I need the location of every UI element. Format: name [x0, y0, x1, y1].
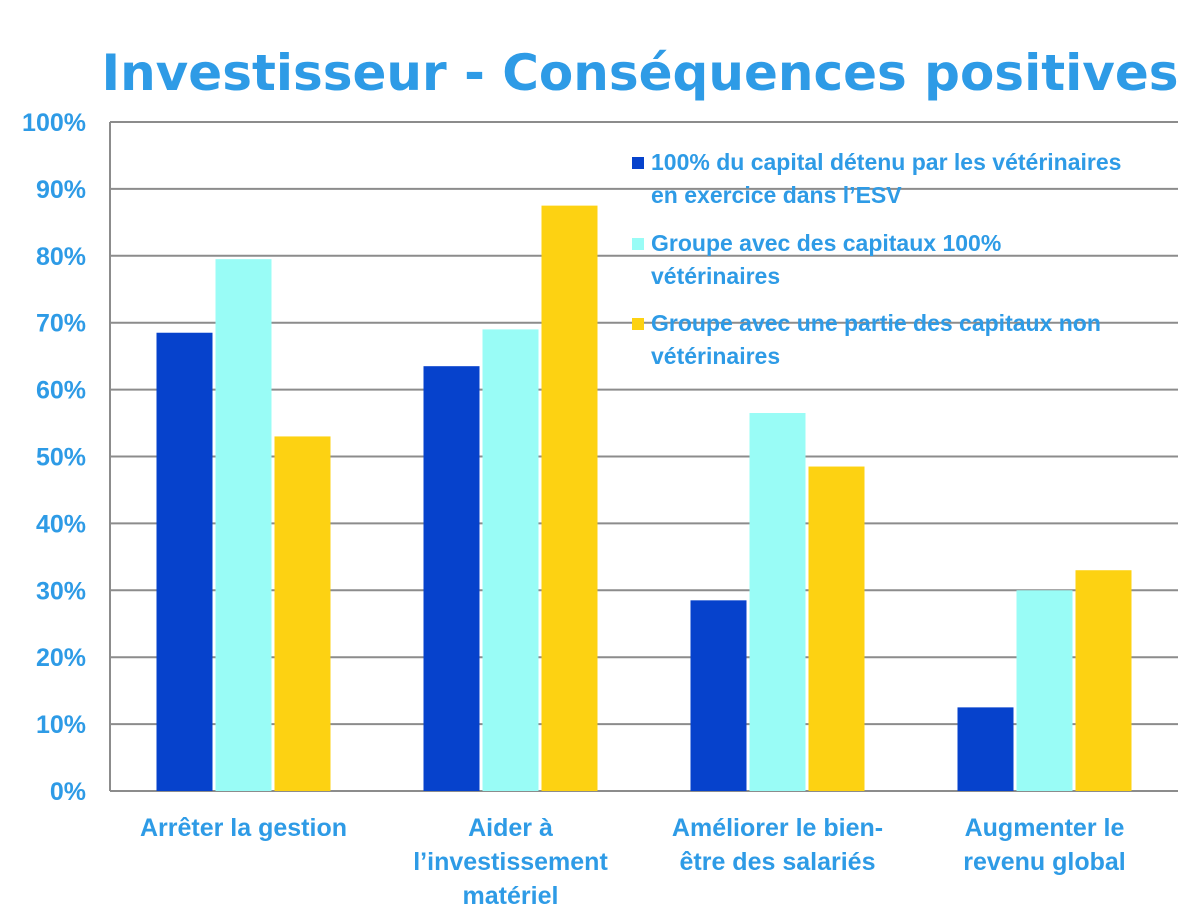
x-category-label: Aider à: [468, 814, 553, 842]
bar: [957, 707, 1014, 791]
legend-label: en exercice dans l’ESV: [651, 182, 902, 208]
y-tick-label: 0%: [50, 778, 86, 806]
y-tick-label: 90%: [36, 176, 86, 204]
legend-label: Groupe avec une partie des capitaux non: [651, 310, 1101, 336]
x-axis-categories: Arrêter la gestion Aider à l’investissemen…: [140, 814, 1126, 910]
legend-label: Groupe avec des capitaux 100%: [651, 230, 1001, 256]
y-tick-label: 40%: [36, 510, 86, 538]
x-category-label: revenu global: [963, 848, 1126, 876]
y-tick-label: 50%: [36, 444, 86, 472]
bar: [423, 366, 480, 791]
bar: [749, 413, 806, 791]
y-tick-label: 30%: [36, 577, 86, 605]
y-tick-label: 10%: [36, 711, 86, 739]
legend-label: vétérinaires: [651, 263, 780, 289]
bar: [1016, 590, 1073, 791]
y-tick-label: 20%: [36, 644, 86, 672]
bar: [690, 600, 747, 791]
x-category-label: l’investissement: [413, 848, 608, 876]
y-axis-ticks: 0% 10% 20% 30% 40% 50% 60% 70% 80% 90% 100%: [22, 109, 86, 806]
x-category-label: Augmenter le: [965, 814, 1125, 842]
bar: [541, 205, 598, 791]
legend: 100% du capital détenu par les vétérinai…: [632, 149, 1121, 369]
legend-swatch: [632, 157, 644, 169]
legend-swatch: [632, 318, 644, 330]
chart-title: Investisseur - Conséquences positives: [101, 44, 1178, 102]
legend-label: 100% du capital détenu par les vétérinai…: [651, 149, 1121, 175]
x-category-label: matériel: [463, 882, 559, 910]
bar: [215, 259, 272, 791]
bar: [1075, 570, 1132, 791]
bar: [274, 436, 331, 791]
y-tick-label: 80%: [36, 243, 86, 271]
y-tick-label: 60%: [36, 377, 86, 405]
x-category-label: Améliorer le bien-: [672, 814, 883, 842]
x-category-label: être des salariés: [680, 848, 876, 876]
bar: [482, 329, 539, 791]
y-tick-label: 70%: [36, 310, 86, 338]
bar: [808, 466, 865, 791]
x-category-label: Arrêter la gestion: [140, 814, 347, 842]
legend-swatch: [632, 238, 644, 250]
bars: [156, 205, 1132, 791]
legend-label: vétérinaires: [651, 343, 780, 369]
y-tick-label: 100%: [22, 109, 86, 137]
bar: [156, 332, 213, 791]
